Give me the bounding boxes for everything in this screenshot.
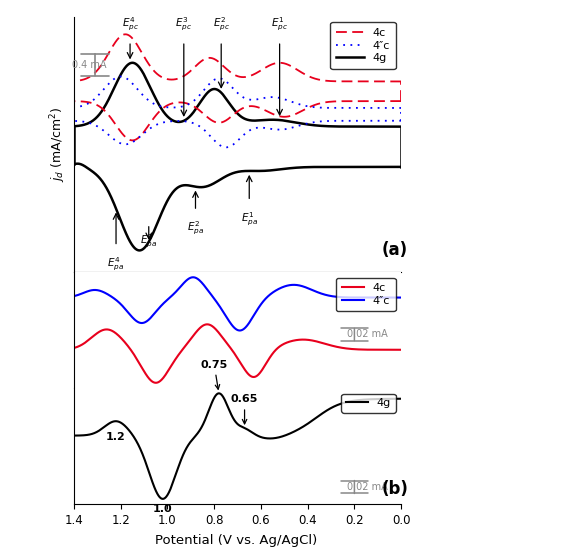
Text: 1.0: 1.0 [153, 504, 172, 514]
Text: 0.75: 0.75 [200, 360, 228, 389]
Legend: 4g: 4g [341, 394, 395, 413]
Text: (b): (b) [381, 480, 409, 499]
Text: $E_{pa}^3$: $E_{pa}^3$ [140, 233, 157, 250]
Text: $E_{pc}^4$: $E_{pc}^4$ [122, 16, 139, 33]
Text: (a): (a) [381, 241, 407, 259]
Text: $E_{pc}^2$: $E_{pc}^2$ [213, 16, 230, 33]
Text: 1.2: 1.2 [106, 432, 126, 442]
Y-axis label: $j_{d}$ (mA/cm$^{2}$): $j_{d}$ (mA/cm$^{2}$) [49, 106, 68, 182]
Text: 0.02 mA: 0.02 mA [348, 330, 388, 340]
Text: $E_{pc}^1$: $E_{pc}^1$ [271, 16, 288, 33]
Text: $E_{pc}^3$: $E_{pc}^3$ [175, 16, 192, 33]
Text: $E_{pa}^4$: $E_{pa}^4$ [108, 255, 125, 273]
Text: $E_{pa}^1$: $E_{pa}^1$ [241, 210, 258, 228]
Text: 0.65: 0.65 [231, 394, 258, 424]
Text: 0.4 mA: 0.4 mA [72, 60, 107, 70]
Text: Potential (V vs. Ag/AgCl): Potential (V vs. Ag/AgCl) [155, 534, 318, 547]
Text: 0.02 mA: 0.02 mA [348, 482, 388, 492]
Text: $E_{pa}^2$: $E_{pa}^2$ [187, 220, 204, 237]
Legend: 4c, 4″c: 4c, 4″c [336, 278, 395, 311]
Legend: 4c, 4″c, 4g: 4c, 4″c, 4g [331, 22, 395, 69]
